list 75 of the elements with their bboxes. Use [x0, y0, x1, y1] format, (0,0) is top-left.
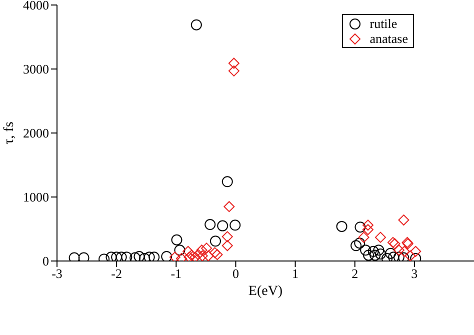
point: [336, 220, 348, 232]
y-tick-label: 3000: [23, 62, 49, 77]
point: [404, 250, 416, 261]
legend-label: rutile: [370, 16, 398, 31]
point: [196, 250, 208, 261]
point: [196, 244, 208, 256]
point: [228, 65, 240, 76]
point: [190, 19, 202, 30]
point: [373, 244, 384, 256]
point: [398, 252, 410, 261]
point: [171, 234, 182, 246]
point: [184, 252, 195, 261]
y-tick-label: 1000: [23, 190, 49, 205]
point: [362, 224, 374, 236]
point: [192, 249, 204, 260]
y-tick-label: 4000: [23, 0, 49, 13]
point: [209, 247, 220, 258]
point: [210, 236, 221, 247]
x-tick-label: -1: [170, 266, 182, 282]
point: [398, 214, 410, 226]
legend-label: anatase: [370, 31, 408, 46]
point: [222, 240, 233, 252]
y-axis-title: τ, fs: [2, 122, 17, 144]
y-tick-label: 2000: [23, 126, 49, 141]
point: [354, 222, 366, 233]
y-tick-label: 0: [42, 254, 49, 269]
point: [212, 249, 223, 260]
point: [393, 244, 404, 256]
point: [201, 242, 212, 254]
point: [144, 252, 155, 261]
x-tick-label: -3: [52, 266, 62, 282]
point: [350, 240, 362, 252]
point: [368, 246, 379, 257]
point: [116, 252, 127, 261]
x-tick-label: 1: [292, 266, 299, 282]
point: [370, 250, 381, 261]
x-axis-title: E(eV): [248, 284, 283, 299]
point: [230, 220, 241, 231]
point: [398, 246, 410, 257]
point: [228, 58, 240, 69]
point: [121, 252, 132, 261]
point: [224, 201, 235, 212]
point: [222, 231, 233, 242]
point: [222, 176, 233, 188]
point: [410, 246, 422, 257]
point: [169, 252, 180, 261]
point: [148, 252, 160, 261]
x-tick-label: 3: [411, 266, 418, 282]
point: [190, 252, 201, 261]
point: [358, 232, 370, 243]
point: [78, 252, 90, 261]
x-tick-label: 0: [232, 266, 239, 282]
point: [174, 244, 186, 256]
point: [204, 219, 216, 230]
point: [106, 252, 117, 261]
point: [360, 244, 372, 256]
x-tick-label: -2: [111, 266, 122, 282]
point: [202, 250, 214, 261]
point: [393, 252, 404, 261]
point: [385, 248, 396, 259]
point: [362, 220, 374, 231]
x-tick-label: 2: [352, 266, 358, 282]
point: [68, 252, 80, 261]
point: [354, 238, 366, 249]
point: [111, 252, 122, 261]
point: [130, 252, 141, 261]
point: [182, 246, 194, 257]
point: [374, 232, 386, 243]
point: [217, 220, 228, 232]
point: [161, 251, 172, 261]
point: [388, 252, 400, 261]
point: [363, 250, 374, 261]
point: [134, 251, 145, 261]
point: [374, 248, 386, 260]
point: [186, 250, 198, 261]
